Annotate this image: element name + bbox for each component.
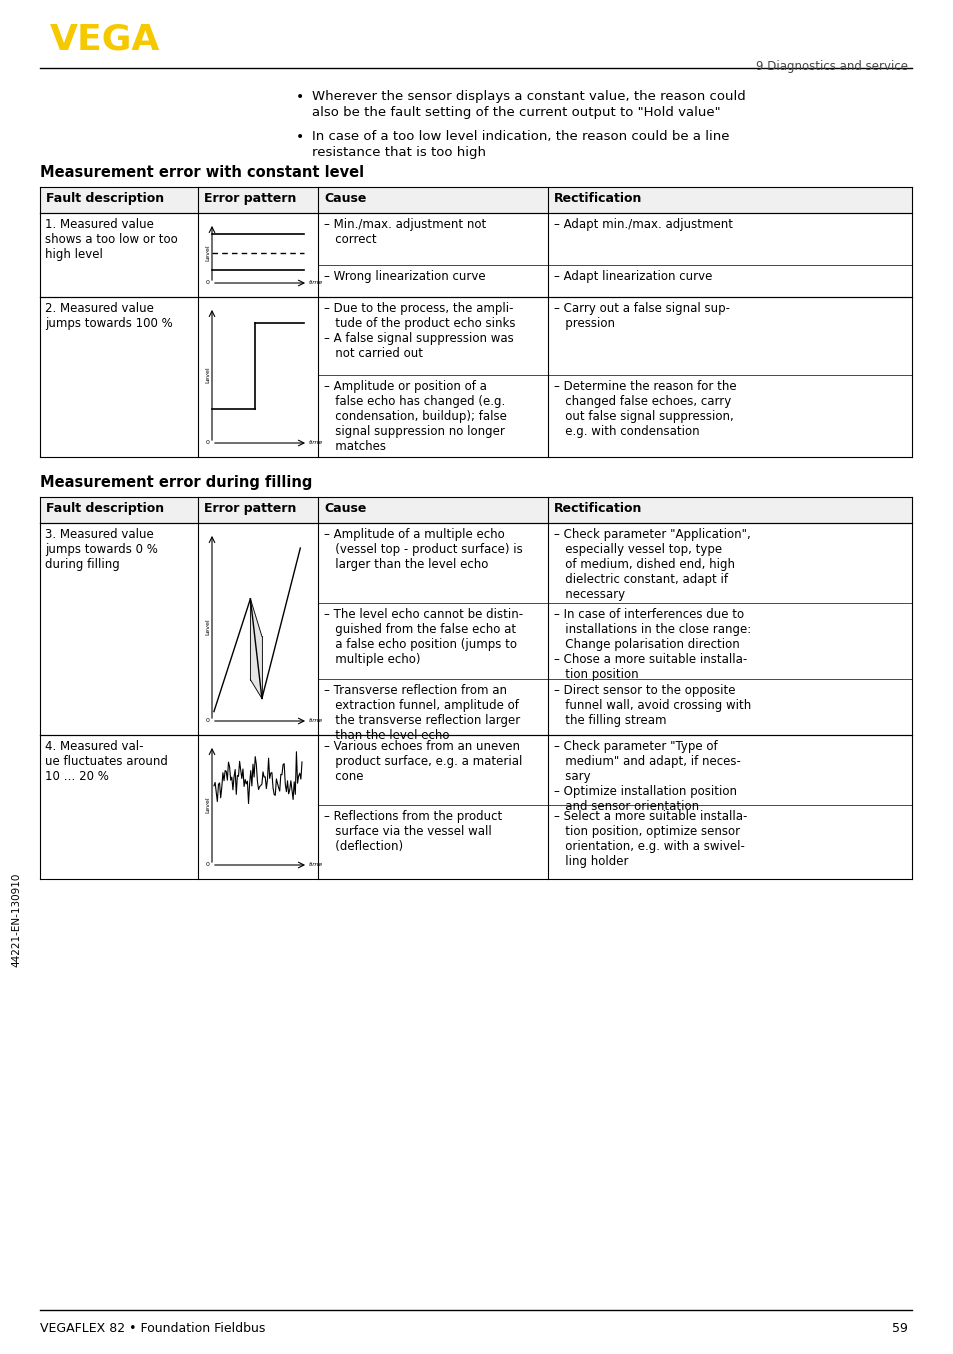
- Text: Level: Level: [205, 245, 210, 261]
- Text: – Adapt linearization curve: – Adapt linearization curve: [554, 269, 712, 283]
- Text: Fault description: Fault description: [46, 502, 164, 515]
- Text: Cause: Cause: [324, 502, 366, 515]
- Text: 1. Measured value
shows a too low or too
high level: 1. Measured value shows a too low or too…: [45, 218, 177, 261]
- Text: 0: 0: [206, 862, 210, 868]
- Text: time: time: [309, 440, 323, 444]
- Text: 4. Measured val-
ue fluctuates around
10 … 20 %: 4. Measured val- ue fluctuates around 10…: [45, 741, 168, 783]
- Text: VEGAFLEX 82 • Foundation Fieldbus: VEGAFLEX 82 • Foundation Fieldbus: [40, 1322, 265, 1335]
- Text: time: time: [309, 718, 323, 723]
- Text: – Determine the reason for the
   changed false echoes, carry
   out false signa: – Determine the reason for the changed f…: [554, 380, 736, 437]
- Text: Level: Level: [205, 619, 210, 635]
- Text: 0: 0: [206, 719, 210, 723]
- Text: 44221-EN-130910: 44221-EN-130910: [11, 873, 21, 967]
- Text: Error pattern: Error pattern: [204, 502, 296, 515]
- Text: – The level echo cannot be distin-
   guished from the false echo at
   a false : – The level echo cannot be distin- guish…: [324, 608, 522, 666]
- Text: Level: Level: [205, 367, 210, 383]
- Text: – Min./max. adjustment not
   correct: – Min./max. adjustment not correct: [324, 218, 486, 246]
- Text: 3. Measured value
jumps towards 0 %
during filling: 3. Measured value jumps towards 0 % duri…: [45, 528, 157, 571]
- Text: 0: 0: [206, 440, 210, 445]
- Text: Rectification: Rectification: [554, 502, 641, 515]
- Text: 9 Diagnostics and service: 9 Diagnostics and service: [755, 60, 907, 73]
- Text: – Wrong linearization curve: – Wrong linearization curve: [324, 269, 485, 283]
- Text: – Reflections from the product
   surface via the vessel wall
   (deflection): – Reflections from the product surface v…: [324, 810, 501, 853]
- Text: – Check parameter "Application",
   especially vessel top, type
   of medium, di: – Check parameter "Application", especia…: [554, 528, 750, 601]
- Text: 0: 0: [206, 280, 210, 286]
- Text: also be the fault setting of the current output to "Hold value": also be the fault setting of the current…: [312, 106, 720, 119]
- Text: – Adapt min./max. adjustment: – Adapt min./max. adjustment: [554, 218, 732, 232]
- Text: resistance that is too high: resistance that is too high: [312, 146, 485, 158]
- Text: time: time: [309, 279, 323, 284]
- Text: In case of a too low level indication, the reason could be a line: In case of a too low level indication, t…: [312, 130, 729, 144]
- Polygon shape: [250, 598, 262, 699]
- Text: 2. Measured value
jumps towards 100 %: 2. Measured value jumps towards 100 %: [45, 302, 172, 330]
- Text: – Transverse reflection from an
   extraction funnel, amplitude of
   the transv: – Transverse reflection from an extracti…: [324, 684, 519, 742]
- Text: – Select a more suitable installa-
   tion position, optimize sensor
   orientat: – Select a more suitable installa- tion …: [554, 810, 746, 868]
- Text: •: •: [295, 130, 304, 144]
- Text: – Various echoes from an uneven
   product surface, e.g. a material
   cone: – Various echoes from an uneven product …: [324, 741, 522, 783]
- Text: – Direct sensor to the opposite
   funnel wall, avoid crossing with
   the filli: – Direct sensor to the opposite funnel w…: [554, 684, 750, 727]
- Text: – In case of interferences due to
   installations in the close range:
   Change: – In case of interferences due to instal…: [554, 608, 750, 681]
- Text: – Amplitude of a multiple echo
   (vessel top - product surface) is
   larger th: – Amplitude of a multiple echo (vessel t…: [324, 528, 522, 571]
- Bar: [40, 497, 911, 523]
- Text: Level: Level: [205, 796, 210, 814]
- Text: Measurement error with constant level: Measurement error with constant level: [40, 165, 364, 180]
- Text: Wherever the sensor displays a constant value, the reason could: Wherever the sensor displays a constant …: [312, 89, 745, 103]
- Text: Error pattern: Error pattern: [204, 192, 296, 204]
- Text: 59: 59: [891, 1322, 907, 1335]
- Text: time: time: [309, 861, 323, 867]
- Text: •: •: [295, 89, 304, 104]
- Text: Fault description: Fault description: [46, 192, 164, 204]
- Text: VEGA: VEGA: [50, 22, 160, 56]
- Text: Measurement error during filling: Measurement error during filling: [40, 475, 312, 490]
- Text: – Amplitude or position of a
   false echo has changed (e.g.
   condensation, bu: – Amplitude or position of a false echo …: [324, 380, 506, 454]
- Text: – Carry out a false signal sup-
   pression: – Carry out a false signal sup- pression: [554, 302, 729, 330]
- Text: Rectification: Rectification: [554, 192, 641, 204]
- Text: – Check parameter "Type of
   medium" and adapt, if neces-
   sary
– Optimize in: – Check parameter "Type of medium" and a…: [554, 741, 740, 812]
- Text: Cause: Cause: [324, 192, 366, 204]
- Text: – Due to the process, the ampli-
   tude of the product echo sinks
– A false sig: – Due to the process, the ampli- tude of…: [324, 302, 515, 360]
- Bar: [40, 187, 911, 213]
